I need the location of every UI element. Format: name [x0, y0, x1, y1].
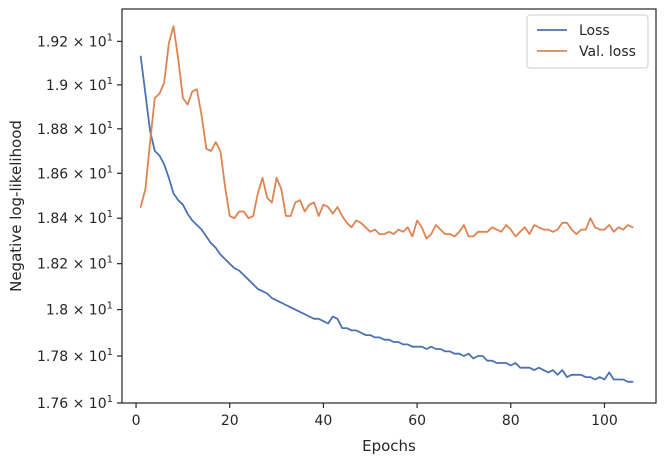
y-tick-label: 1.76 × 101	[37, 394, 113, 412]
y-tick-label: 1.92 × 101	[37, 32, 113, 50]
legend: Loss Val. loss	[526, 14, 649, 69]
y-tick-label: 1.78 × 101	[37, 347, 113, 365]
plot-area	[139, 25, 634, 383]
x-axis: 0 20 40 60 80 100	[132, 403, 618, 429]
plot-frame	[121, 8, 657, 404]
x-axis-title: Epochs	[362, 437, 416, 455]
y-tick-label: 1.82 × 101	[37, 255, 113, 273]
y-tick-label: 1.9 × 101	[46, 76, 113, 94]
x-tick-label: 40	[315, 413, 333, 429]
y-axis: 1.76 × 101 1.78 × 101 1.8 × 101 1.82 × 101 1…	[37, 32, 122, 412]
y-tick-label: 1.86 × 101	[37, 164, 113, 182]
y-tick-label: 1.88 × 101	[37, 120, 113, 138]
legend-label-loss: Loss	[579, 23, 610, 39]
y-axis-title: Negative log-likelihood	[7, 120, 25, 292]
series-line-val-loss	[139, 25, 634, 240]
y-tick-label: 1.8 × 101	[46, 301, 113, 319]
x-tick-label: 0	[132, 413, 141, 429]
y-tick-label: 1.84 × 101	[37, 209, 113, 227]
x-tick-label: 80	[502, 413, 520, 429]
legend-label-val-loss: Val. loss	[579, 44, 636, 60]
x-tick-label: 100	[591, 413, 618, 429]
legend-box	[526, 14, 649, 69]
series-line-loss	[139, 55, 634, 383]
x-tick-label: 60	[408, 413, 426, 429]
x-tick-label: 20	[221, 413, 239, 429]
